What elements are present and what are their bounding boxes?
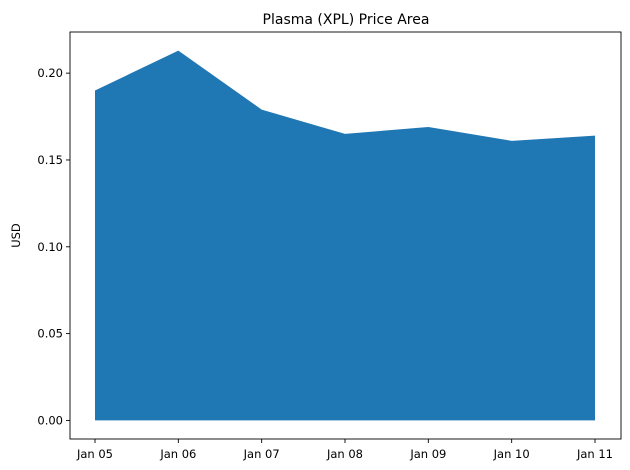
area-series-0 <box>95 50 595 421</box>
y-tick-label: 0.00 <box>37 413 63 427</box>
y-tick-label: 0.10 <box>37 240 63 254</box>
x-tick-label: Jan 06 <box>159 447 196 461</box>
y-axis: 0.00 0.05 0.10 0.15 0.20 <box>37 66 70 427</box>
x-tick-label: Jan 11 <box>576 447 613 461</box>
x-tick-label: Jan 10 <box>493 447 530 461</box>
y-tick-label: 0.05 <box>37 327 63 341</box>
x-tick-label: Jan 05 <box>76 447 113 461</box>
y-axis-label: USD <box>9 223 23 248</box>
x-tick-label: Jan 09 <box>409 447 446 461</box>
plot-area <box>94 50 596 421</box>
y-tick-label: 0.15 <box>37 153 63 167</box>
y-tick-label: 0.20 <box>37 66 63 80</box>
axes-frame <box>69 31 622 440</box>
chart-title: Plasma (XPL) Price Area <box>263 12 430 28</box>
x-tick-label: Jan 07 <box>243 447 280 461</box>
x-axis: Jan 05 Jan 06 Jan 07 Jan 08 Jan 09 Jan 10 Jan … <box>76 439 613 461</box>
x-tick-label: Jan 08 <box>326 447 363 461</box>
